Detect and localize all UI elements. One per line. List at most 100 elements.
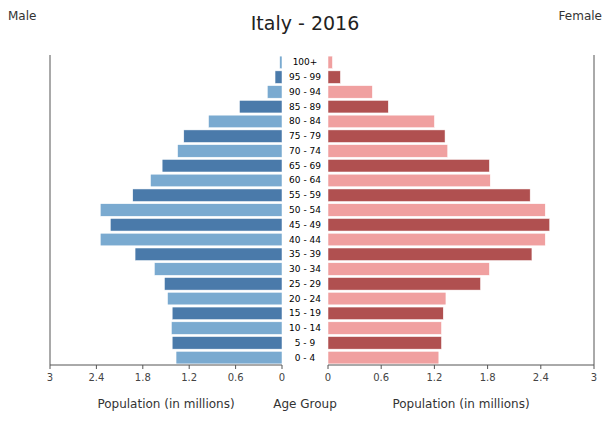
tick (282, 365, 283, 369)
bar (168, 292, 282, 305)
category-label: 100+ (293, 57, 318, 67)
bar (328, 204, 545, 217)
bar (328, 278, 481, 291)
tick (434, 365, 435, 369)
bar (328, 307, 443, 320)
category-label: 25 - 29 (289, 279, 321, 289)
bar (328, 115, 434, 128)
axis-label: Population (in millions) (392, 397, 529, 411)
bar (171, 322, 282, 335)
category-label: 65 - 69 (289, 161, 321, 171)
tick (142, 365, 143, 369)
bar (100, 204, 282, 217)
tick-label: 0 (279, 372, 285, 383)
category-label: 15 - 19 (289, 308, 321, 318)
tick-label: 1.2 (426, 372, 442, 383)
tick-label: 1.8 (135, 372, 151, 383)
category-label: 35 - 39 (289, 249, 321, 259)
category-label: 30 - 34 (289, 264, 321, 274)
bars (328, 56, 550, 364)
bar (328, 263, 489, 276)
bar (172, 337, 282, 350)
bar (184, 130, 282, 143)
category-label: 90 - 94 (289, 87, 321, 97)
category-label: 80 - 84 (289, 116, 321, 126)
bar (328, 159, 489, 172)
bar (135, 248, 282, 261)
series-label: Female (559, 9, 602, 23)
category-label: 10 - 14 (289, 323, 321, 333)
chart: Italy - 2016 Male 0 0.6 1.2 1.8 2.4 3 Female 0 0.6… (0, 0, 610, 425)
bar (328, 218, 550, 231)
tick (50, 365, 51, 369)
tick (381, 365, 382, 369)
bar (328, 86, 372, 99)
bar (110, 218, 282, 231)
tick-label: 1.8 (480, 372, 496, 383)
title: Italy - 2016 (251, 12, 360, 34)
bar (239, 100, 282, 113)
category-label: 40 - 44 (289, 235, 321, 245)
bar (328, 351, 439, 364)
bar (328, 100, 388, 113)
bar (209, 115, 282, 128)
category-label: 50 - 54 (289, 205, 321, 215)
category-label: 95 - 99 (289, 72, 321, 82)
bar (328, 248, 532, 261)
bar (172, 307, 282, 320)
tick-label: 3 (591, 372, 597, 383)
x-axis-line (50, 365, 282, 366)
bar (100, 233, 282, 246)
axis-label: Population (in millions) (97, 397, 234, 411)
tick-label: 3 (47, 372, 53, 383)
category-label: 0 - 4 (295, 353, 316, 363)
tick-label: 2.4 (533, 372, 549, 383)
bar (275, 71, 282, 84)
tick (328, 365, 329, 369)
y-axis-line (594, 55, 595, 365)
bar (328, 337, 441, 350)
tick (594, 365, 595, 369)
series-label: Male (8, 9, 36, 23)
bar (267, 86, 282, 99)
axis-label: Age Group (273, 397, 337, 411)
category-label: 85 - 89 (289, 102, 321, 112)
bar (151, 174, 282, 187)
bar (154, 263, 282, 276)
category-label: 5 - 9 (295, 338, 316, 348)
category-label: 20 - 24 (289, 294, 321, 304)
tick (96, 365, 97, 369)
tick (189, 365, 190, 369)
bar (328, 322, 441, 335)
tick-label: 2.4 (88, 372, 104, 383)
category-label: 75 - 79 (289, 131, 321, 141)
bar (328, 56, 332, 69)
bar (133, 189, 282, 202)
bar (328, 71, 340, 84)
tick (235, 365, 236, 369)
tick-label: 0.6 (228, 372, 244, 383)
bar (328, 174, 490, 187)
bar (162, 159, 282, 172)
bars (100, 56, 282, 364)
bar (328, 233, 545, 246)
bar (328, 130, 445, 143)
x-axis-line (328, 365, 594, 366)
bar (164, 278, 282, 291)
tick-label: 0 (325, 372, 331, 383)
tick (540, 365, 541, 369)
tick (487, 365, 488, 369)
category-label: 55 - 59 (289, 190, 321, 200)
bar (328, 292, 446, 305)
category-label: 60 - 64 (289, 175, 321, 185)
category-label: 45 - 49 (289, 220, 321, 230)
bar (328, 145, 448, 158)
bar (178, 145, 282, 158)
tick-label: 1.2 (181, 372, 197, 383)
bar (176, 351, 282, 364)
bar (280, 56, 282, 69)
tick-label: 0.6 (373, 372, 389, 383)
category-label: 70 - 74 (289, 146, 321, 156)
y-axis-line (50, 55, 51, 365)
bar (328, 189, 530, 202)
